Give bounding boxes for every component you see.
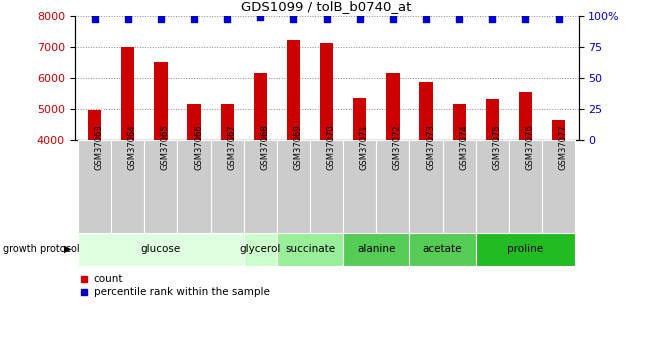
Text: GSM37076: GSM37076 (525, 124, 534, 170)
Text: GSM37075: GSM37075 (492, 124, 501, 170)
Text: GSM37074: GSM37074 (459, 124, 468, 170)
Bar (343, 140, 376, 233)
Text: growth protocol: growth protocol (3, 244, 80, 254)
Bar (552, 120, 566, 140)
Bar (187, 104, 201, 140)
Bar (220, 104, 234, 140)
Bar (410, 140, 443, 233)
Point (454, 17, 464, 22)
Text: acetate: acetate (423, 244, 462, 254)
Bar (78, 233, 244, 266)
Bar (509, 140, 542, 233)
Bar (310, 140, 343, 233)
Bar (419, 82, 433, 140)
Bar (353, 98, 367, 140)
Text: GSM37066: GSM37066 (194, 124, 203, 170)
Bar (386, 73, 400, 140)
Text: GSM37072: GSM37072 (393, 124, 402, 170)
Text: alanine: alanine (357, 244, 395, 254)
Text: glycerol: glycerol (240, 244, 281, 254)
Text: GSM37077: GSM37077 (558, 124, 567, 170)
Point (321, 17, 332, 22)
Point (156, 17, 166, 22)
Text: ▶: ▶ (64, 244, 72, 254)
Bar (476, 140, 509, 233)
Bar (144, 140, 177, 233)
Bar (277, 140, 310, 233)
Text: GSM37070: GSM37070 (326, 124, 335, 170)
Text: GSM37071: GSM37071 (359, 124, 369, 170)
Bar (277, 233, 343, 266)
Bar (486, 99, 499, 140)
Bar (476, 233, 575, 266)
Text: GSM37073: GSM37073 (426, 124, 435, 170)
Text: GSM37067: GSM37067 (227, 124, 236, 170)
Text: GSM37065: GSM37065 (161, 124, 170, 170)
Bar (343, 233, 410, 266)
Point (421, 17, 431, 22)
Point (553, 17, 564, 22)
Text: GSM37064: GSM37064 (128, 124, 136, 170)
Text: succinate: succinate (285, 244, 335, 254)
Bar (78, 140, 111, 233)
Bar (376, 140, 410, 233)
Point (487, 17, 497, 22)
Bar (519, 92, 532, 140)
Bar (244, 140, 277, 233)
Point (189, 17, 200, 22)
Legend: count, percentile rank within the sample: count, percentile rank within the sample (80, 274, 269, 297)
Text: glucose: glucose (141, 244, 181, 254)
Point (520, 17, 530, 22)
Point (289, 17, 299, 22)
Point (123, 17, 133, 22)
Bar (211, 140, 244, 233)
Bar (121, 47, 135, 140)
Bar (154, 62, 168, 140)
Bar (410, 233, 476, 266)
Bar (320, 43, 333, 140)
Text: GSM37069: GSM37069 (294, 124, 302, 170)
Bar (244, 233, 277, 266)
Text: GSM37063: GSM37063 (95, 124, 103, 170)
Bar (177, 140, 211, 233)
Text: proline: proline (508, 244, 543, 254)
Bar (88, 110, 101, 140)
Point (90, 17, 100, 22)
Bar (111, 140, 144, 233)
Point (222, 17, 233, 22)
Bar (287, 40, 300, 140)
Title: GDS1099 / tolB_b0740_at: GDS1099 / tolB_b0740_at (241, 0, 412, 13)
Point (387, 17, 398, 22)
Bar (542, 140, 575, 233)
Point (255, 14, 266, 20)
Bar (254, 73, 267, 140)
Bar (452, 104, 466, 140)
Point (354, 17, 365, 22)
Text: GSM37068: GSM37068 (261, 124, 269, 170)
Bar (443, 140, 476, 233)
